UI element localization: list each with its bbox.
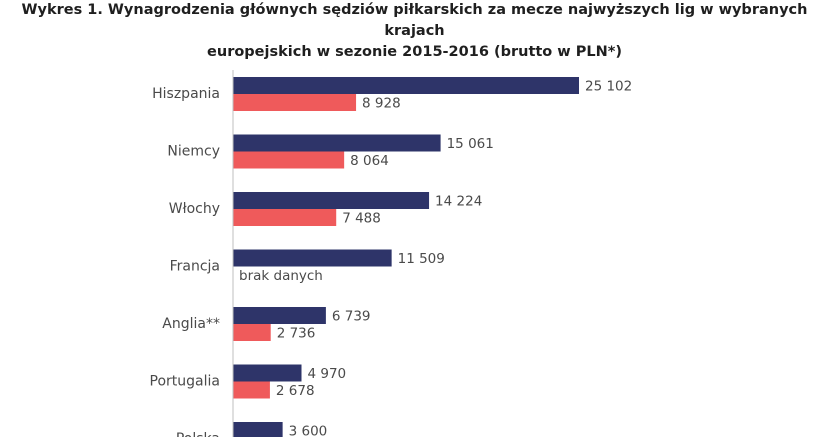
chart-title-line-2: europejskich w sezonie 2015-2016 (brutto…	[207, 44, 622, 60]
data-label: 8 928	[362, 96, 401, 112]
data-label: 15 061	[447, 136, 494, 152]
data-label: 6 739	[332, 309, 371, 325]
data-label: 2 736	[277, 326, 316, 342]
bar-series-2	[233, 381, 270, 399]
bar-series-1	[233, 77, 579, 94]
chart-title-line-1: Wykres 1. Wynagrodzenia głównych sędziów…	[21, 2, 808, 39]
data-label: 3 600	[289, 424, 328, 437]
category-label: Portugalia	[150, 374, 220, 390]
category-label: Hiszpania	[152, 86, 220, 102]
bar-series-2	[233, 324, 271, 341]
bar-series-2	[233, 209, 337, 226]
category-label: Włochy	[169, 201, 220, 217]
data-label: 11 509	[398, 251, 445, 267]
data-label: 25 102	[585, 79, 632, 95]
bar-series-1	[233, 364, 302, 382]
bar-series-2	[233, 94, 357, 111]
category-label: Anglia**	[162, 316, 220, 332]
data-label: 4 970	[308, 366, 347, 382]
data-label: 2 678	[276, 383, 315, 399]
data-label: 8 064	[350, 153, 389, 169]
bar-series-1	[233, 422, 283, 437]
data-label: 7 488	[342, 211, 381, 227]
bar-series-1	[233, 192, 430, 209]
bar-series-1	[233, 134, 441, 152]
data-label: 14 224	[435, 194, 482, 210]
category-label: Niemcy	[167, 144, 220, 160]
bar-series-2	[233, 151, 345, 169]
data-label: brak danych	[239, 268, 323, 284]
category-label: Francja	[170, 259, 220, 275]
bar-series-1	[233, 249, 392, 267]
category-label: Polska	[176, 431, 220, 437]
bar-series-1	[233, 307, 326, 324]
chart-title: Wykres 1. Wynagrodzenia głównych sędziów…	[0, 0, 829, 63]
